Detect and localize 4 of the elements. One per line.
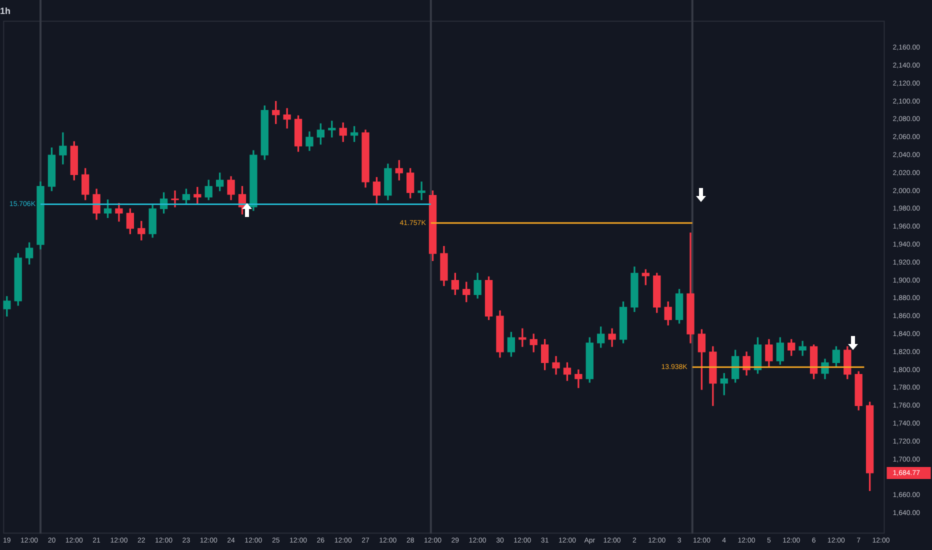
chart-title: 1h [0, 6, 11, 16]
candlestick [418, 182, 426, 200]
candlestick [283, 108, 291, 129]
candlestick [171, 190, 179, 208]
